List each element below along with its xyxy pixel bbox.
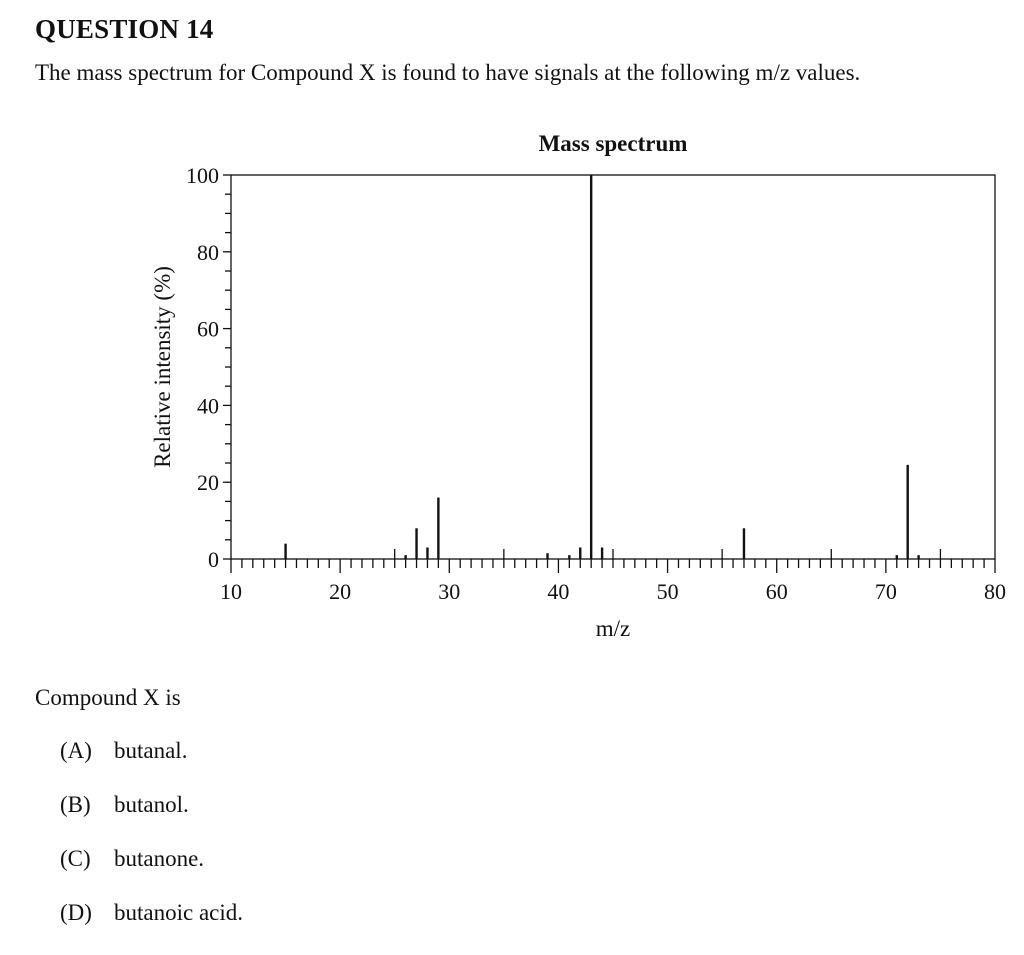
option-text: butanoic acid.	[114, 900, 244, 925]
question-stem: Compound X is	[35, 685, 181, 710]
y-tick-label: 100	[186, 163, 219, 188]
mass-spectrum-chart: Mass spectrum 0 20 40 60 80 100 10 20 30 40 50 60 70 8…	[150, 131, 1006, 641]
x-tick-label: 30	[438, 579, 460, 604]
option-b[interactable]: (B) butanol.	[60, 792, 189, 818]
question-prompt: The mass spectrum for Compound X is foun…	[35, 60, 861, 85]
option-letter: (C)	[60, 846, 91, 871]
y-tick-label: 0	[208, 547, 219, 572]
y-tick-label: 80	[197, 240, 219, 265]
x-tick-label: 60	[766, 579, 788, 604]
option-letter: (D)	[60, 900, 92, 925]
y-tick-label: 40	[197, 393, 219, 418]
y-axis-label: Relative intensity (%)	[150, 266, 175, 468]
option-c[interactable]: (C) butanone.	[60, 846, 204, 872]
chart-canvas: Mass spectrum 0 20 40 60 80 100 10 20 30 40 50 60 70 8…	[150, 131, 1006, 641]
option-d[interactable]: (D) butanoic acid.	[60, 900, 243, 926]
y-tick-label: 60	[197, 317, 219, 342]
option-text: butanol.	[114, 792, 189, 817]
option-letter: (B)	[60, 792, 91, 817]
x-tick-label: 80	[984, 579, 1006, 604]
plot-frame	[230, 174, 996, 560]
option-a[interactable]: (A) butanal.	[60, 738, 187, 764]
option-text: butanal.	[114, 738, 188, 763]
x-tick-label: 40	[547, 579, 569, 604]
x-tick-label: 50	[657, 579, 679, 604]
question-title: QUESTION 14	[35, 14, 214, 44]
chart-title: Mass spectrum	[539, 131, 688, 156]
x-tick-label: 70	[875, 579, 897, 604]
option-letter: (A)	[60, 738, 92, 763]
x-tick-label: 10	[220, 579, 242, 604]
x-tick-label: 20	[329, 579, 351, 604]
x-axis-label: m/z	[596, 616, 631, 641]
option-text: butanone.	[114, 846, 205, 871]
y-tick-label: 20	[197, 470, 219, 495]
